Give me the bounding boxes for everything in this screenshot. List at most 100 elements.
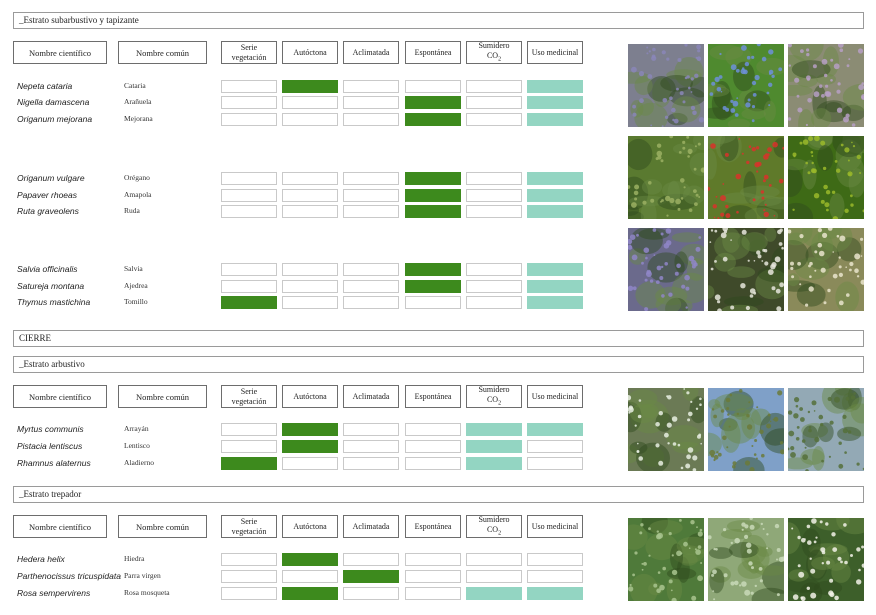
column-header-autoctona: Autóctona [282, 41, 338, 64]
column-header-medicinal: Uso medicinal [527, 41, 583, 64]
attribute-cell-sumidero [466, 172, 522, 185]
attribute-cell-espontanea [405, 172, 461, 185]
attribute-cell-espontanea [405, 587, 461, 600]
attribute-cell-sumidero [466, 553, 522, 566]
savory-photo-image [708, 228, 784, 311]
column-header-espontanea: Espontánea [405, 385, 461, 408]
co2-subscript: 2 [498, 56, 502, 63]
attribute-cell-medicinal [527, 80, 583, 93]
plant-scientific-name: Nigella damascena [17, 97, 90, 107]
lentisk-photo-image [708, 388, 784, 471]
attribute-cell-serie [221, 113, 277, 126]
plant-scientific-name: Thymus mastichina [17, 297, 91, 307]
attribute-cell-sumidero [466, 570, 522, 583]
attribute-cell-sumidero [466, 96, 522, 109]
section-title-cierre: CIERRE [13, 330, 864, 347]
attribute-cell-aclimatada [343, 263, 399, 276]
plant-scientific-name: Origanum mejorana [17, 114, 93, 124]
plant-common-name: Salvia [124, 264, 143, 273]
attribute-cell-autoctona [282, 263, 338, 276]
attribute-cell-autoctona [282, 280, 338, 293]
section-title-arbustivo: _Estrato arbustivo [13, 356, 864, 373]
attribute-cell-autoctona [282, 189, 338, 202]
attribute-cell-autoctona [282, 113, 338, 126]
thyme-photo-image [788, 228, 864, 311]
column-header-aclimatada: Aclimatada [343, 41, 399, 64]
alaternus-photo-image [788, 388, 864, 471]
plant-scientific-name: Parthenocissus tricuspidata [17, 571, 121, 581]
attribute-cell-espontanea [405, 296, 461, 309]
rose-photo-image [788, 518, 864, 601]
attribute-cell-medicinal [527, 457, 583, 470]
plant-common-name: Arañuela [124, 97, 152, 106]
attribute-cell-medicinal [527, 172, 583, 185]
ivy-photo-image [628, 518, 704, 601]
plant-common-name: Tomillo [124, 297, 148, 306]
attribute-cell-aclimatada [343, 189, 399, 202]
attribute-cell-serie [221, 280, 277, 293]
sumidero-text: Sumidero CO [478, 514, 510, 534]
attribute-cell-serie [221, 553, 277, 566]
attribute-cell-autoctona [282, 423, 338, 436]
attribute-cell-medicinal [527, 296, 583, 309]
attribute-cell-espontanea [405, 423, 461, 436]
attribute-cell-serie [221, 457, 277, 470]
attribute-cell-medicinal [527, 553, 583, 566]
rue-photo-image [788, 136, 864, 219]
attribute-cell-sumidero [466, 280, 522, 293]
column-header-autoctona: Autóctona [282, 385, 338, 408]
column-header-medicinal: Uso medicinal [527, 385, 583, 408]
co2-subscript: 2 [498, 400, 502, 407]
attribute-cell-aclimatada [343, 440, 399, 453]
attribute-cell-medicinal [527, 189, 583, 202]
plant-common-name: Hiedra [124, 554, 145, 563]
thyme-photo [788, 228, 864, 311]
attribute-cell-serie [221, 263, 277, 276]
plant-scientific-name: Pistacia lentiscus [17, 441, 83, 451]
attribute-cell-medicinal [527, 440, 583, 453]
attribute-cell-espontanea [405, 80, 461, 93]
poppy-photo-image [708, 136, 784, 219]
column-header-scientific: Nombre científico [13, 385, 107, 408]
attribute-cell-serie [221, 587, 277, 600]
attribute-cell-aclimatada [343, 553, 399, 566]
nigella-photo-image [708, 44, 784, 127]
attribute-cell-serie [221, 189, 277, 202]
poppy-photo [708, 136, 784, 219]
plant-common-name: Rosa mosqueta [124, 588, 170, 597]
attribute-cell-aclimatada [343, 205, 399, 218]
oregano-photo [628, 136, 704, 219]
plant-common-name: Lentisco [124, 441, 150, 450]
attribute-cell-autoctona [282, 570, 338, 583]
rose-photo [788, 518, 864, 601]
attribute-cell-aclimatada [343, 570, 399, 583]
plant-scientific-name: Hedera helix [17, 554, 65, 564]
attribute-cell-serie [221, 440, 277, 453]
ivy-photo [628, 518, 704, 601]
column-header-medicinal: Uso medicinal [527, 515, 583, 538]
attribute-cell-espontanea [405, 205, 461, 218]
column-header-sumidero: Sumidero CO2 [466, 385, 522, 408]
column-header-scientific: Nombre científico [13, 515, 107, 538]
attribute-cell-medicinal [527, 96, 583, 109]
attribute-cell-aclimatada [343, 457, 399, 470]
attribute-cell-aclimatada [343, 423, 399, 436]
catmint-photo [628, 44, 704, 127]
attribute-cell-sumidero [466, 440, 522, 453]
attribute-cell-medicinal [527, 205, 583, 218]
attribute-cell-medicinal [527, 587, 583, 600]
plant-scientific-name: Myrtus communis [17, 424, 84, 434]
plant-scientific-name: Salvia officinalis [17, 264, 78, 274]
sumidero-text: Sumidero CO [478, 40, 510, 60]
marjoram-photo [788, 44, 864, 127]
oregano-photo-image [628, 136, 704, 219]
sage-photo-image [628, 228, 704, 311]
attribute-cell-espontanea [405, 280, 461, 293]
plant-scientific-name: Ruta graveolens [17, 206, 79, 216]
attribute-cell-sumidero [466, 113, 522, 126]
attribute-cell-autoctona [282, 553, 338, 566]
attribute-cell-espontanea [405, 570, 461, 583]
attribute-cell-aclimatada [343, 80, 399, 93]
sumidero-label: Sumidero CO2 [473, 385, 515, 409]
virginia-creeper-photo-image [708, 518, 784, 601]
